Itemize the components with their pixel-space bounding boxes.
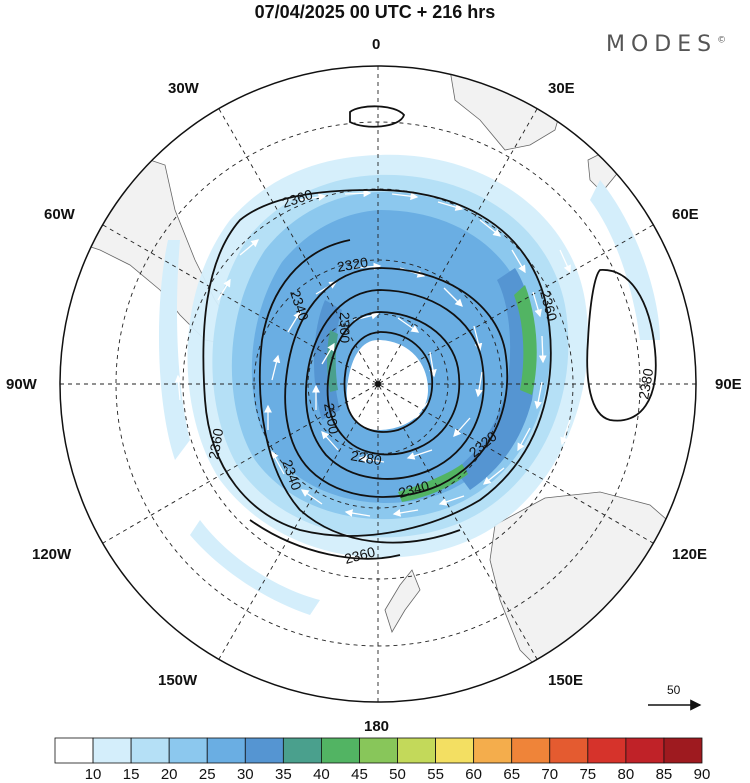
lon-label-0: 0 xyxy=(372,36,381,53)
contour-label: 2340 xyxy=(397,477,431,501)
colorbar xyxy=(54,737,703,764)
map-boundary xyxy=(59,65,697,703)
colorbar-tick-label: 85 xyxy=(655,766,673,783)
land-new-zealand xyxy=(384,569,421,633)
colorbar-swatch xyxy=(435,737,475,764)
colorbar-swatch xyxy=(130,737,170,764)
colorbar-swatch xyxy=(511,737,551,764)
colorbar-tick-label: 10 xyxy=(84,766,102,783)
brand-logo: MODES© xyxy=(606,32,727,57)
lon-label-150e: 150E xyxy=(548,672,584,689)
colorbar-tick-label: 20 xyxy=(160,766,178,783)
colorbar-swatch xyxy=(168,737,208,764)
pole-marker xyxy=(375,381,381,387)
colorbar-tick-label: 30 xyxy=(236,766,254,783)
colorbar-swatch xyxy=(321,737,360,764)
colorbar-swatch xyxy=(587,737,627,764)
colorbar-tick-label: 70 xyxy=(541,766,559,783)
colorbar-swatch xyxy=(206,737,246,764)
colorbar-tick-label: 45 xyxy=(351,766,368,783)
colorbar-swatch xyxy=(244,737,284,764)
colorbar-tick-label: 65 xyxy=(503,766,521,783)
contour-label: 2280 xyxy=(349,447,383,468)
lat-lon-grid xyxy=(60,66,696,702)
colorbar-tick-label: 80 xyxy=(617,766,635,783)
geopotential-contours xyxy=(202,105,657,560)
lon-label-180: 180 xyxy=(364,718,390,735)
colorbar-swatch xyxy=(663,737,703,764)
map-title: 07/04/2025 00 UTC + 216 hrs xyxy=(254,2,496,22)
colorbar-swatch xyxy=(359,737,398,764)
colorbar-tick-label: 55 xyxy=(427,766,444,783)
contour-label: 2360 xyxy=(343,543,377,567)
contour-label: 2300 xyxy=(337,312,353,343)
colorbar-swatch xyxy=(473,737,513,764)
colorbar-tick-label: 60 xyxy=(465,766,482,783)
colorbar-tick-label: 40 xyxy=(313,766,330,783)
colorbar-tick-label: 75 xyxy=(579,766,597,783)
colorbar-tick-label: 15 xyxy=(122,766,140,783)
lon-label-120w: 120W xyxy=(32,546,72,563)
lon-label-150w: 150W xyxy=(158,672,198,689)
colorbar-swatch xyxy=(625,737,665,764)
colorbar-swatch xyxy=(54,737,94,764)
lon-label-60e: 60E xyxy=(672,206,699,223)
lon-label-60w: 60W xyxy=(44,206,75,223)
colorbar-swatch xyxy=(397,737,436,764)
colorbar-tick-label: 50 xyxy=(389,766,406,783)
colorbar-swatch xyxy=(549,737,589,764)
colorbar-tick-label: 90 xyxy=(693,766,711,783)
colorbar-tick-label: 35 xyxy=(275,766,292,783)
lon-label-90w: 90W xyxy=(6,376,37,393)
colorbar-swatch xyxy=(282,737,322,764)
colorbar-tick-label: 25 xyxy=(198,766,216,783)
contour-label: 2380 xyxy=(635,367,656,401)
lon-label-30w: 30W xyxy=(168,80,199,97)
colorbar-swatch xyxy=(92,737,132,764)
contour-label: 2360 xyxy=(537,289,561,323)
reference-vector-label: 50 xyxy=(667,683,681,697)
lon-label-90e: 90E xyxy=(715,376,742,393)
contour-label: 2300 xyxy=(321,402,342,436)
lon-label-120e: 120E xyxy=(672,546,708,563)
lon-label-30e: 30E xyxy=(548,80,575,97)
contour-label: 2360 xyxy=(205,427,226,461)
contour-label: 2320 xyxy=(336,254,370,275)
